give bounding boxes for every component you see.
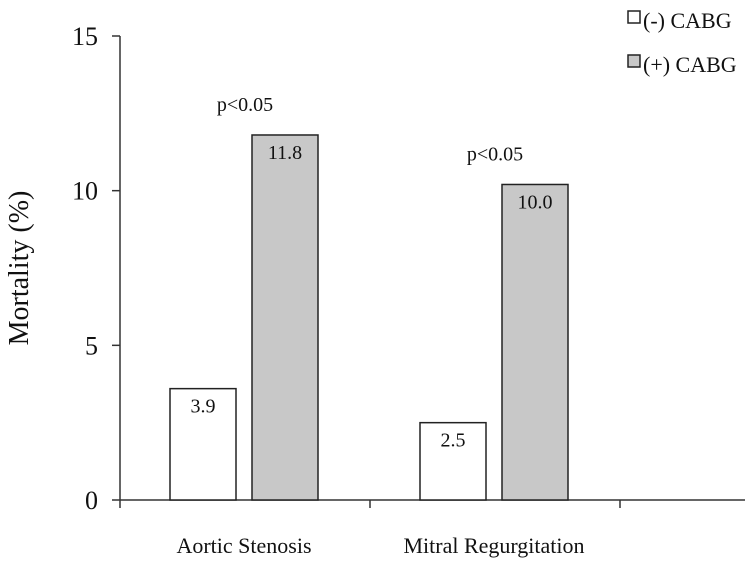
p-value-annotation: p<0.05 <box>467 143 523 165</box>
bar-labels: 3.9 11.8 2.5 10.0 <box>191 142 553 452</box>
y-tick-label: 10 <box>72 177 98 206</box>
bar <box>419 421 487 501</box>
p-value-annotation: p<0.05 <box>217 94 273 116</box>
data-label: 3.9 <box>191 396 216 418</box>
bar <box>501 183 569 501</box>
y-axis-label: Mortality (%) <box>4 191 35 346</box>
significance-annotations: p<0.05 p<0.05 <box>217 94 523 165</box>
bar <box>169 387 237 501</box>
y-tick-label: 5 <box>85 331 98 360</box>
y-ticks: 0 5 10 15 <box>72 22 120 515</box>
legend: (-) CABG (+) CABG <box>627 8 737 77</box>
legend-swatch-minus-cabg <box>627 10 641 24</box>
legend-swatch-plus-cabg <box>627 54 641 68</box>
y-tick-label: 0 <box>85 486 98 515</box>
x-tick-label: Aortic Stenosis <box>176 533 311 558</box>
bar <box>251 134 319 501</box>
data-label: 10.0 <box>518 191 553 213</box>
legend-label-plus-cabg: (+) CABG <box>643 52 737 77</box>
bars <box>169 134 569 501</box>
y-tick-label: 15 <box>72 22 98 51</box>
legend-label-minus-cabg: (-) CABG <box>643 8 732 33</box>
x-tick-label: Mitral Regurgitation <box>403 533 584 558</box>
data-label: 2.5 <box>441 430 466 452</box>
data-label: 11.8 <box>268 142 302 164</box>
x-ticks: Aortic Stenosis Mitral Regurgitation <box>119 500 621 558</box>
